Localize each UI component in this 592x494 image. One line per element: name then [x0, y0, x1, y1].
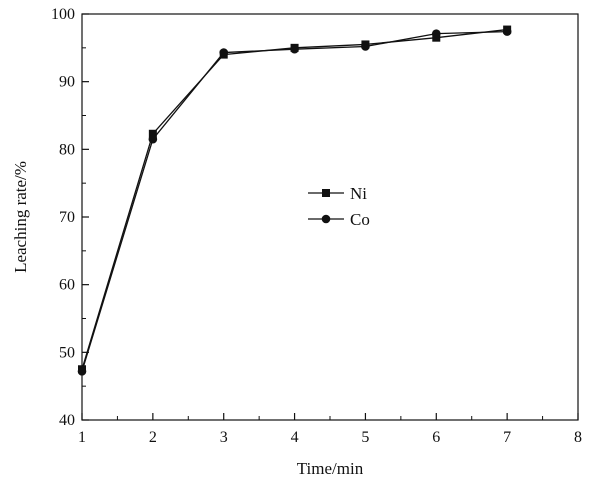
point-co: [431, 29, 441, 38]
legend-marker-co: [321, 214, 331, 224]
point-co: [502, 27, 512, 36]
y-tick-label: 90: [59, 74, 75, 91]
x-tick-label: 2: [149, 429, 157, 446]
point-co: [219, 48, 229, 57]
x-tick-label: 3: [220, 429, 228, 446]
y-tick-label: 100: [51, 6, 75, 23]
y-tick-label: 50: [59, 344, 75, 361]
y-tick-label: 40: [59, 412, 75, 429]
series-layer: [77, 25, 512, 376]
x-tick-label: 5: [361, 429, 369, 446]
legend-marker-ni: [322, 189, 330, 197]
x-tick-label: 1: [78, 429, 86, 446]
y-tick-label: 60: [59, 277, 75, 294]
x-tick-label: 7: [503, 429, 511, 446]
series-line-co: [81, 30, 508, 372]
x-tick-label: 4: [291, 429, 299, 446]
x-axis-ticks: 1 2 3 4 5 6 7 8: [78, 413, 582, 446]
legend-label-co: Co: [350, 210, 370, 229]
legend: Ni Co: [308, 184, 370, 229]
point-co: [77, 366, 87, 376]
y-axis-label: Leaching rate/%: [11, 161, 30, 273]
y-tick-label: 80: [59, 141, 75, 158]
x-axis-label: Time/min: [297, 459, 364, 478]
legend-label-ni: Ni: [350, 184, 367, 203]
series-line-ni: [81, 28, 508, 370]
point-ni: [148, 129, 157, 138]
point-co: [148, 134, 158, 144]
point-co: [361, 42, 370, 51]
plot-frame: [81, 13, 579, 421]
point-co: [290, 44, 299, 54]
y-axis-ticks: 40 50 60 70 80 90 100: [51, 6, 89, 429]
x-tick-label: 8: [574, 429, 582, 446]
y-tick-label: 70: [59, 209, 75, 226]
x-tick-label: 6: [432, 429, 440, 446]
